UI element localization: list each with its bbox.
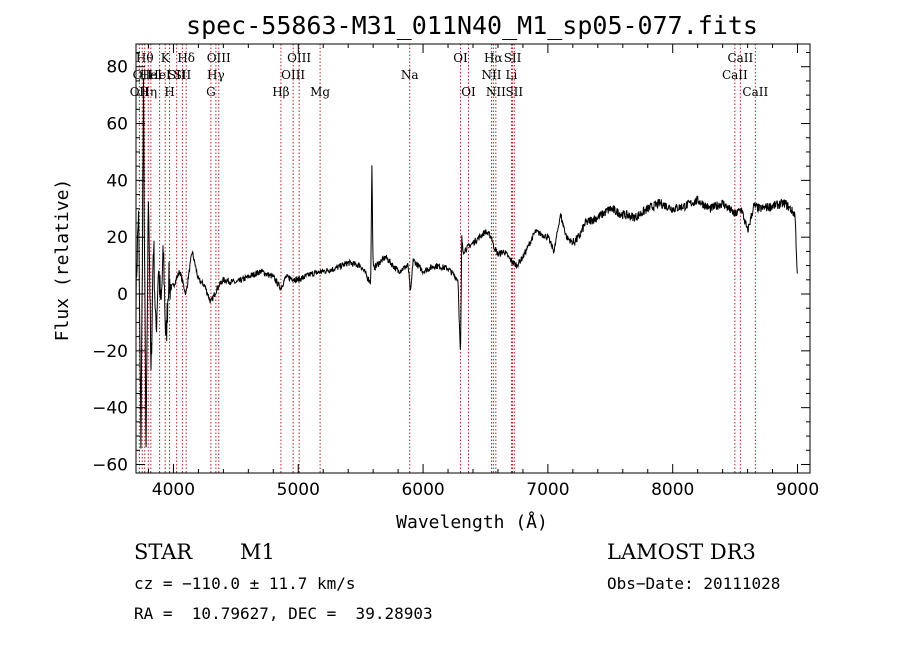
- spectral-line-label: SII: [174, 68, 192, 82]
- spectral-line-label: SII: [168, 68, 186, 82]
- x-tick-label: 6000: [401, 480, 444, 500]
- spectral-lines: [138, 44, 756, 473]
- y-axis-label: Flux (relative): [52, 179, 73, 342]
- x-tick-label: 4000: [152, 480, 195, 500]
- y-tick-label: −40: [92, 399, 128, 419]
- y-tick-label: −60: [92, 455, 128, 475]
- redshift-velocity: cz = −110.0 ± 11.7 km/s: [134, 574, 356, 593]
- y-tick-label: 40: [106, 171, 128, 191]
- sky-coordinates: RA = 10.79627, DEC = 39.28903: [134, 604, 433, 623]
- observation-date: Obs−Date: 20111028: [607, 574, 781, 593]
- spectral-line-label: OII: [133, 68, 153, 82]
- chart-title: spec-55863-M31_011N40_M1_sp05-077.fits: [186, 11, 758, 40]
- spectral-line-label: OIII: [281, 68, 305, 82]
- y-tick-label: 60: [106, 115, 128, 135]
- spectral-line-label: CaII: [742, 85, 768, 99]
- spectral-line-label: Hδ: [177, 51, 195, 65]
- spectral-line-label: OII: [130, 85, 150, 99]
- plot-frame: [135, 43, 811, 474]
- spectrum-series: [135, 78, 798, 449]
- spectral-line-label: HeI: [140, 68, 163, 82]
- spectral-line-label: Hθ: [136, 51, 154, 65]
- spectral-line-label: NII: [486, 85, 506, 99]
- spectral-line-label: OIII: [207, 51, 231, 65]
- spectral-line-label: H: [164, 85, 174, 99]
- y-tick-label: −20: [92, 342, 128, 362]
- spectral-line-label: Hγ: [207, 68, 225, 82]
- spectral-line-label: HeI: [148, 68, 171, 82]
- survey-name: LAMOST DR3: [607, 540, 756, 564]
- spectral-line-label: Hη: [139, 85, 157, 99]
- spectral-line-label: Hβ: [272, 85, 289, 99]
- spectral-line-label: NII: [481, 68, 501, 82]
- spectral-line-label: K: [161, 51, 171, 65]
- object-subclass: M1: [240, 540, 275, 564]
- spectral-line-label: Hα: [484, 51, 503, 65]
- spectral-line-label: OI: [453, 51, 468, 65]
- x-tick-label: 5000: [277, 480, 320, 500]
- y-tick-label: 20: [106, 228, 128, 248]
- spectral-line-label: OIII: [287, 51, 311, 65]
- spectral-line-label: SII: [505, 85, 523, 99]
- spectral-line-label: SII: [504, 51, 522, 65]
- spectral-line-label: Li: [506, 68, 518, 82]
- spectral-line-label: Na: [401, 68, 419, 82]
- spectral-line-label: OI: [461, 85, 476, 99]
- axis-ticks: 4000 5000 6000 7000 8000 9000 −60 −40 −20 0 20 40 60…: [92, 44, 819, 500]
- spectral-line-labels: OIIOIIHθHηHeIHeIKHSIISIIHδGHγOIIIHβOIIIO…: [130, 51, 769, 99]
- x-tick-label: 8000: [651, 480, 694, 500]
- y-tick-label: 80: [106, 58, 128, 78]
- y-tick-label: 0: [117, 285, 128, 305]
- spectral-line-label: G: [206, 85, 216, 99]
- object-class: STAR: [134, 540, 193, 564]
- spectrum-chart: spec-55863-M31_011N40_M1_sp05-077.fits O…: [52, 11, 819, 533]
- spectral-line-label: CaII: [727, 51, 753, 65]
- x-axis-label: Wavelength (Å): [396, 511, 548, 533]
- x-tick-label: 9000: [776, 480, 819, 500]
- spectral-line-label: Mg: [310, 85, 330, 99]
- spectral-line-label: CaII: [722, 68, 748, 82]
- x-tick-label: 7000: [526, 480, 569, 500]
